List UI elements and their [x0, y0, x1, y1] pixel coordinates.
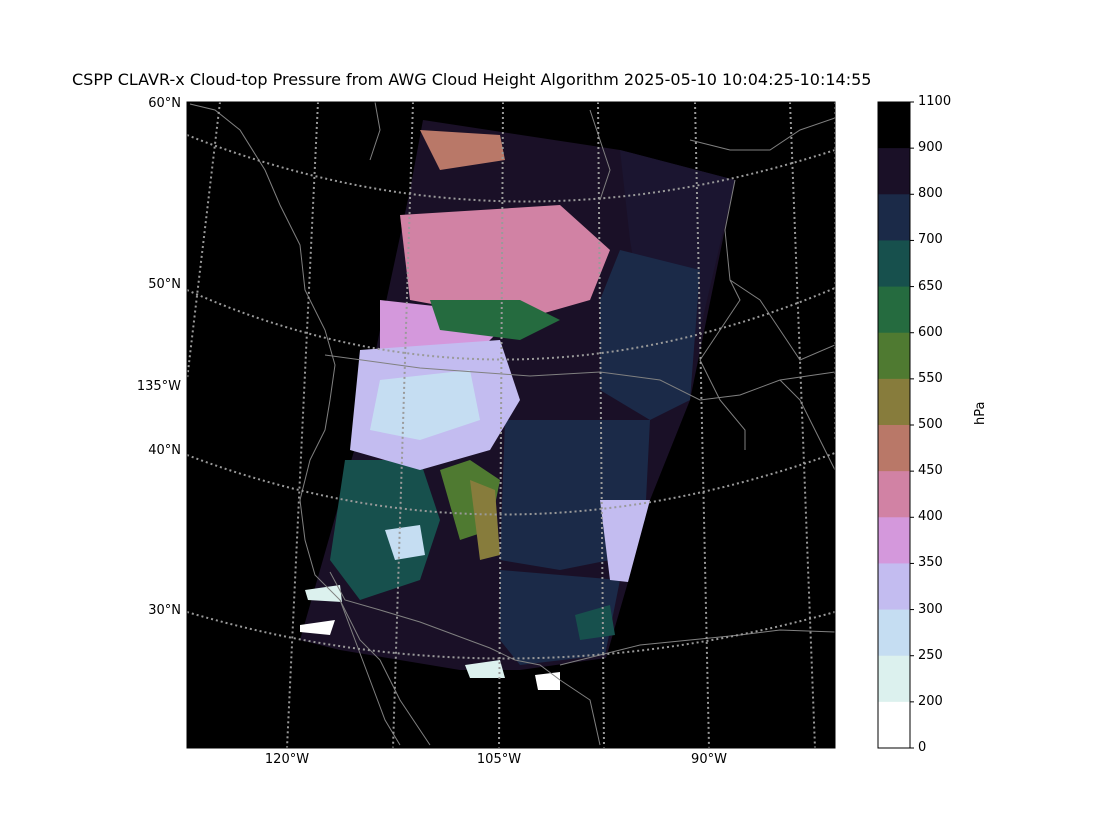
colorbar-tick-label: 0	[918, 740, 927, 755]
colorbar-tick-label: 650	[918, 278, 943, 294]
colorbar-tick-label: 350	[918, 555, 943, 571]
colorbar-tick-label: 400	[918, 509, 943, 525]
colorbar-swatch	[878, 517, 910, 564]
colorbar-swatch	[878, 332, 910, 380]
colorbar-swatch	[878, 425, 910, 472]
colorbar-unit-label: hPa	[973, 401, 988, 425]
colorbar-swatch	[878, 701, 910, 749]
map-frame	[186, 101, 836, 749]
lon-label-120w: 120°W	[264, 752, 310, 767]
colorbar-tick-label: 1100	[918, 94, 952, 109]
colorbar-tick-label: 800	[918, 186, 943, 202]
colorbar-tick-label: 900	[918, 140, 943, 156]
colorbar-tick-label: 500	[918, 417, 943, 432]
colorbar-swatch	[878, 378, 910, 426]
colorbar-swatch	[878, 240, 910, 288]
colorbar-tick-label: 200	[918, 693, 943, 709]
lat-label-60n: 60°N	[148, 96, 181, 111]
colorbar-swatch	[878, 194, 910, 241]
colorbar-swatch	[878, 655, 910, 703]
colorbar-tick-label: 300	[918, 601, 943, 617]
colorbar	[877, 101, 914, 749]
colorbar-swatch	[878, 286, 910, 334]
colorbar-tick-label: 700	[918, 232, 943, 248]
graticule	[187, 102, 835, 748]
lon-label-105w: 105°W	[476, 752, 522, 767]
colorbar-swatch	[878, 148, 910, 195]
colorbar-tick-label: 250	[918, 647, 943, 663]
lon-label-90w: 90°W	[691, 752, 727, 767]
colorbar-swatch	[878, 102, 910, 149]
lat-label-50n: 50°N	[148, 277, 181, 292]
colorbar-swatch	[878, 471, 910, 518]
colorbar-swatch	[878, 609, 910, 657]
lon-label-135w: 135°W	[136, 379, 181, 394]
map-title: CSPP CLAVR-x Cloud-top Pressure from AWG…	[72, 70, 872, 89]
colorbar-swatch	[878, 563, 910, 611]
colorbar-tick-label: 550	[918, 370, 943, 386]
lat-label-40n: 40°N	[148, 443, 181, 458]
colorbar-tick-label: 600	[918, 324, 943, 340]
lat-label-30n: 30°N	[148, 603, 181, 618]
colorbar-tick-label: 450	[918, 463, 943, 479]
